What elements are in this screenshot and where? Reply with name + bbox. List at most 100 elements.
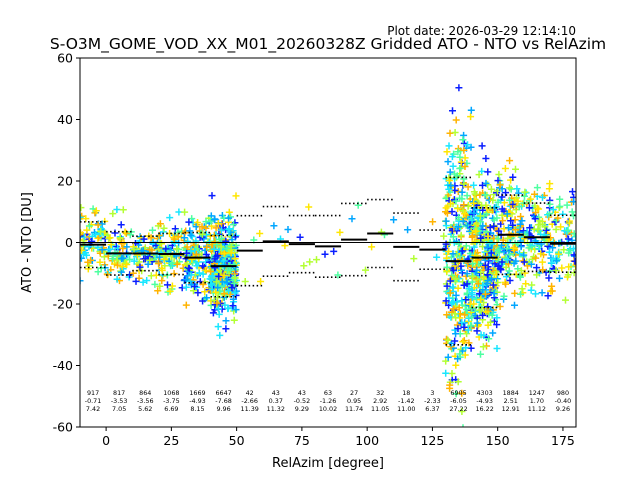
data-point <box>80 254 85 262</box>
data-point <box>98 246 106 254</box>
data-point <box>457 345 465 353</box>
data-point <box>296 233 304 241</box>
data-point <box>187 247 195 255</box>
data-point <box>442 204 450 212</box>
data-point <box>461 311 469 319</box>
bin-stat-label: 27 <box>350 389 358 397</box>
data-point <box>471 227 479 235</box>
data-point <box>452 291 460 299</box>
data-point <box>463 330 471 338</box>
data-point <box>119 245 127 252</box>
data-point <box>531 190 538 198</box>
data-point <box>479 282 487 289</box>
data-point <box>456 153 464 161</box>
data-point <box>479 343 487 351</box>
data-point <box>183 243 191 251</box>
bin-stat-label: 27.22 <box>449 405 467 413</box>
data-point <box>456 350 464 358</box>
data-point <box>562 296 569 304</box>
data-point <box>442 217 450 225</box>
data-point <box>94 234 102 242</box>
data-point <box>458 318 466 326</box>
data-point <box>509 173 517 181</box>
data-point <box>118 240 126 248</box>
data-point <box>168 259 176 267</box>
data-point <box>270 222 278 230</box>
data-point <box>475 171 483 179</box>
data-point <box>458 408 466 415</box>
data-point <box>522 189 530 197</box>
data-point <box>444 336 452 344</box>
data-point <box>183 260 191 268</box>
data-point <box>482 308 490 316</box>
bin-stat-labels: 917-0.717.42 817-3.537.05 864-3.565.62 1068… <box>85 389 571 413</box>
data-point <box>532 290 539 298</box>
data-point <box>458 389 466 397</box>
data-point <box>484 271 491 279</box>
data-point <box>300 262 308 270</box>
data-point <box>477 296 485 304</box>
data-point <box>229 295 237 303</box>
data-point <box>433 253 441 261</box>
data-point <box>470 181 478 189</box>
data-point <box>223 279 231 287</box>
data-point <box>305 203 313 211</box>
bin-stat-label: -3.75 <box>163 397 180 405</box>
data-point <box>474 280 482 288</box>
data-point <box>495 235 502 243</box>
data-point <box>539 266 547 274</box>
data-point <box>231 255 239 263</box>
data-point <box>231 289 239 297</box>
data-point <box>522 280 530 288</box>
y-tick-label: -40 <box>53 358 73 373</box>
data-point <box>113 206 121 213</box>
data-point <box>565 219 573 227</box>
data-point <box>448 208 456 216</box>
data-point <box>556 195 564 203</box>
data-point <box>528 255 536 263</box>
data-point <box>495 262 503 270</box>
data-point <box>487 185 495 193</box>
data-point <box>113 275 121 283</box>
data-point <box>185 218 193 226</box>
data-point <box>520 258 528 266</box>
data-point <box>336 228 344 236</box>
data-point <box>479 206 487 214</box>
bin-stat-label: -4.93 <box>189 397 206 405</box>
data-point <box>467 113 475 121</box>
data-point <box>500 225 508 233</box>
data-point <box>80 212 86 220</box>
data-point <box>201 267 209 274</box>
data-point <box>198 223 206 231</box>
data-point <box>154 287 162 295</box>
data-point <box>463 270 471 278</box>
data-point <box>555 250 563 258</box>
data-point <box>440 232 448 240</box>
data-point <box>569 188 576 196</box>
y-tick-label: 20 <box>57 174 73 189</box>
data-point <box>456 165 464 172</box>
data-point <box>472 220 480 228</box>
data-point <box>448 153 456 161</box>
data-point <box>160 224 168 232</box>
data-point <box>455 84 463 92</box>
data-point <box>460 323 468 331</box>
data-point <box>469 260 477 268</box>
data-point <box>321 250 329 258</box>
data-point <box>470 209 478 217</box>
data-point <box>545 274 553 282</box>
data-point <box>558 264 566 272</box>
data-point <box>511 243 519 251</box>
bin-stat-label: 42 <box>246 389 254 397</box>
data-point <box>449 283 457 291</box>
data-point <box>458 297 466 305</box>
data-point <box>545 185 553 193</box>
data-point <box>517 290 525 298</box>
data-point <box>217 243 225 251</box>
data-point <box>445 248 453 255</box>
data-point <box>207 268 215 276</box>
data-point <box>473 319 481 327</box>
data-point <box>173 260 181 268</box>
bin-stat-label: 7.42 <box>86 405 100 413</box>
